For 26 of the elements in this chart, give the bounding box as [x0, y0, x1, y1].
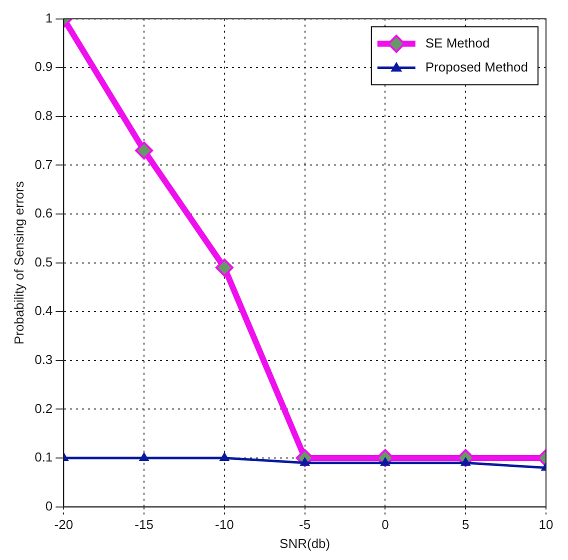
y-tick-label: 0 — [45, 498, 53, 514]
y-tick-label: 0.5 — [34, 254, 53, 270]
x-tick-label: 5 — [462, 517, 470, 532]
y-tick-label: 0.3 — [34, 352, 53, 367]
y-tick-label: 0.6 — [34, 206, 53, 221]
point — [135, 142, 154, 160]
x-tick-label: 0 — [382, 517, 389, 532]
point — [140, 453, 149, 461]
legend-label: Proposed Method — [425, 59, 528, 74]
x-axis-title: SNR(db) — [280, 536, 330, 551]
x-tick-label: -15 — [134, 517, 154, 532]
x-tick-label: 10 — [538, 517, 554, 532]
y-tick-label: 0.7 — [34, 156, 53, 172]
y-tick-label: 1 — [45, 10, 53, 26]
y-tick-label: 0.9 — [34, 59, 53, 74]
y-tick-label: 0.1 — [34, 450, 53, 465]
x-tick-label: -10 — [215, 517, 234, 532]
y-tick-label: 0.8 — [34, 108, 53, 123]
y-axis-title: Probability of Sensing errors — [11, 180, 26, 344]
x-tick-label: -20 — [54, 517, 74, 532]
y-tick-label: 0.4 — [34, 303, 53, 318]
point — [215, 258, 234, 277]
legend-label: SE Method — [425, 35, 490, 50]
y-tick-label: 0.2 — [34, 400, 53, 416]
x-tick-label: -5 — [299, 517, 311, 532]
point — [220, 453, 229, 461]
